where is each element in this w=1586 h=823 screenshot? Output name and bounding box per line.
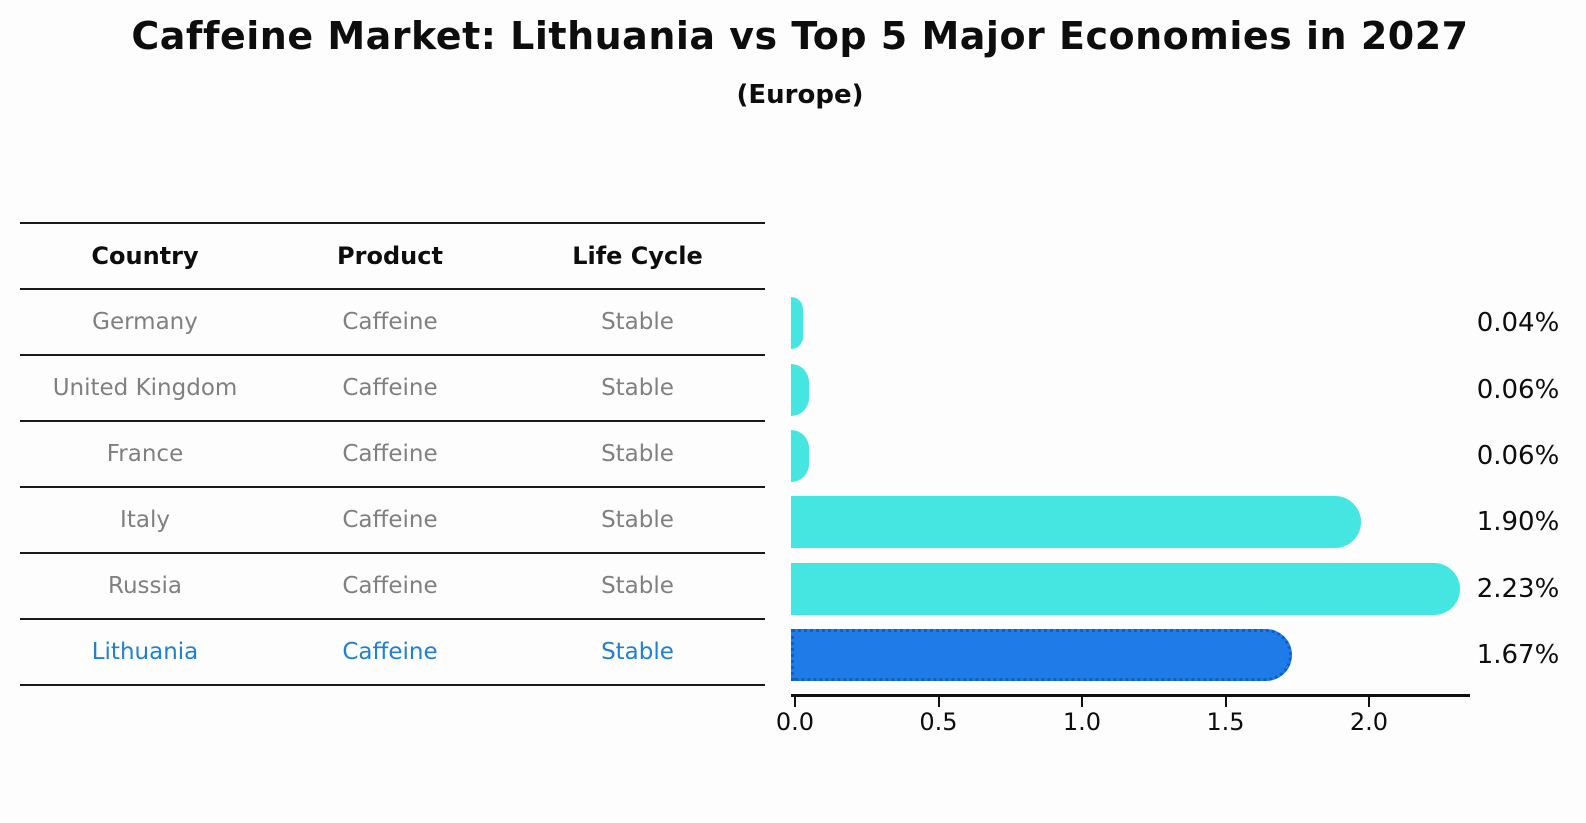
value-label: 2.23%	[1476, 573, 1560, 604]
x-axis-line	[791, 694, 1470, 697]
product-cell: Caffeine	[270, 355, 510, 422]
life-cycle-cell: Stable	[510, 553, 765, 620]
product-cell: Caffeine	[270, 553, 510, 620]
x-axis-tick-label: 0.0	[775, 708, 815, 736]
x-axis-tick-mark	[937, 697, 940, 707]
life-cycle-column-header: Life Cycle	[510, 222, 765, 290]
product-cell: Caffeine	[270, 289, 510, 356]
country-cell: France	[20, 421, 270, 488]
x-axis-tick-mark	[1224, 697, 1227, 707]
product-cell: Caffeine	[270, 487, 510, 554]
table-row: United Kingdom Caffeine Stable	[20, 355, 765, 422]
x-axis-tick-mark	[1368, 697, 1370, 707]
value-bar	[791, 363, 809, 416]
life-cycle-cell: Stable	[510, 289, 765, 356]
country-cell: Germany	[20, 289, 270, 356]
country-cell: Russia	[20, 553, 270, 620]
table-header-row: Country Product Life Cycle	[20, 222, 765, 290]
x-axis-tick-label: 0.5	[919, 708, 958, 736]
chart-title: Caffeine Market: Lithuania vs Top 5 Majo…	[131, 14, 1469, 58]
value-label: 0.04%	[1476, 308, 1560, 339]
value-bar	[791, 297, 803, 350]
product-cell: Caffeine	[270, 421, 510, 488]
life-cycle-cell: Stable	[510, 421, 765, 488]
value-label: 0.06%	[1476, 374, 1560, 405]
product-cell: Caffeine	[270, 619, 510, 686]
table-row: Germany Caffeine Stable	[20, 289, 765, 356]
country-cell: Italy	[20, 487, 270, 554]
country-table: Country Product Life Cycle Germany Caffei…	[20, 222, 765, 686]
x-axis-tick-label: 1.5	[1206, 708, 1245, 736]
x-axis-tick-mark	[1081, 697, 1083, 707]
table-row: France Caffeine Stable	[20, 421, 765, 488]
table-row: Lithuania Caffeine Stable	[20, 619, 765, 686]
x-axis-tick-label: 1.0	[1062, 708, 1102, 736]
country-cell: Lithuania	[20, 619, 270, 686]
life-cycle-cell: Stable	[510, 487, 765, 554]
x-axis-tick-mark	[794, 697, 796, 707]
highlight-value-bar	[791, 629, 1292, 682]
chart-subtitle: (Europe)	[736, 80, 864, 110]
value-bar	[791, 430, 809, 482]
country-column-header: Country	[20, 222, 270, 290]
value-bar	[791, 562, 1460, 615]
life-cycle-cell: Stable	[510, 355, 765, 422]
life-cycle-cell: Stable	[510, 619, 765, 686]
value-bar	[791, 496, 1361, 549]
table-row: Russia Caffeine Stable	[20, 553, 765, 620]
table-row: Italy Caffeine Stable	[20, 487, 765, 554]
x-axis-tick-label: 2.0	[1349, 708, 1389, 736]
value-label: 1.67%	[1476, 640, 1560, 671]
product-column-header: Product	[270, 222, 510, 290]
country-cell: United Kingdom	[20, 355, 270, 422]
value-label: 1.90%	[1476, 507, 1560, 538]
value-label: 0.06%	[1476, 441, 1560, 471]
